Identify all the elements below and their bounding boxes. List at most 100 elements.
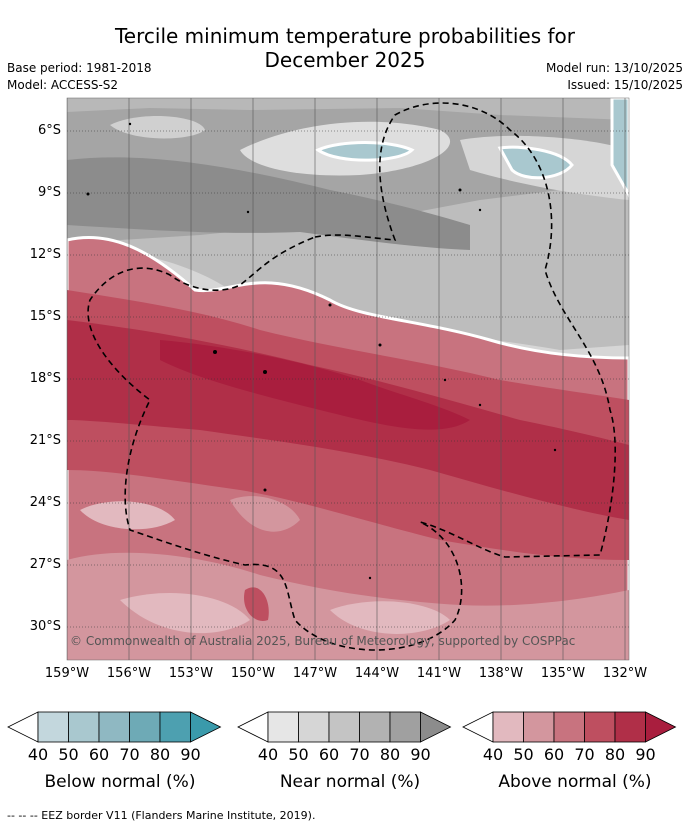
legend-tick: 90 xyxy=(410,745,431,764)
title-line-1: Tercile minimum temperature probabilitie… xyxy=(114,24,576,48)
legend-swatch xyxy=(37,711,69,743)
lon-label: 144°W xyxy=(354,666,400,681)
meta-right: Model run: 13/10/2025 Issued: 15/10/2025 xyxy=(546,60,683,94)
map-frame xyxy=(66,97,630,661)
legend-arrow-high xyxy=(420,711,452,743)
legends xyxy=(7,711,677,743)
legend-swatch xyxy=(553,711,585,743)
island xyxy=(263,370,267,374)
island xyxy=(328,303,332,307)
legend-arrow-high xyxy=(190,711,222,743)
legend-swatch xyxy=(328,711,360,743)
legend-tick: 80 xyxy=(149,745,171,764)
lon-label: 147°W xyxy=(292,666,338,681)
lon-label: 153°W xyxy=(168,666,214,681)
lon-label: 132°W xyxy=(602,666,648,681)
legend-tick: 60 xyxy=(318,745,340,764)
island xyxy=(458,188,462,192)
legend-swatch xyxy=(159,711,191,743)
legend-tick: 60 xyxy=(88,745,110,764)
lat-label: 9°S xyxy=(37,185,61,200)
lat-label: 18°S xyxy=(29,371,61,386)
legend-tick: 50 xyxy=(513,745,534,764)
island xyxy=(263,488,267,492)
field-near-dark xyxy=(67,157,470,250)
lon-label: 156°W xyxy=(106,666,152,681)
copyright-notice: © Commonwealth of Australia 2025, Bureau… xyxy=(70,634,576,648)
lat-label: 15°S xyxy=(29,309,61,324)
legend-tick: 40 xyxy=(482,745,504,764)
model-name: Model: ACCESS-S2 xyxy=(7,78,119,92)
legend-tick: 50 xyxy=(58,745,79,764)
field-above-palest-1 xyxy=(80,501,175,530)
lon-label: 135°W xyxy=(540,666,586,681)
legend-swatch xyxy=(359,711,391,743)
legend-title: Below normal (%) xyxy=(44,772,196,792)
island xyxy=(368,576,372,580)
legend-swatch xyxy=(614,711,646,743)
field-above-palest-2 xyxy=(120,592,250,634)
legend-swatch xyxy=(68,711,100,743)
legend-tick: 40 xyxy=(27,745,49,764)
island xyxy=(246,210,250,214)
legend-tick: 80 xyxy=(379,745,401,764)
legend-arrow-low xyxy=(462,711,494,743)
legend-title: Near normal (%) xyxy=(279,772,421,792)
eez-border-french-polynesia xyxy=(87,102,616,651)
legend-tick: 40 xyxy=(257,745,279,764)
legend-swatch xyxy=(98,711,130,743)
model-run: Model run: 13/10/2025 xyxy=(545,61,683,75)
legend-tick: 50 xyxy=(288,745,309,764)
lon-label: 138°W xyxy=(478,666,524,681)
legend-arrow-high xyxy=(645,711,677,743)
legend-tick: 70 xyxy=(349,745,370,764)
island xyxy=(478,208,482,212)
legend-swatch xyxy=(523,711,555,743)
legend-arrow-low xyxy=(237,711,269,743)
lon-label: 150°W xyxy=(230,666,276,681)
legend-swatch xyxy=(389,711,421,743)
legend-tick: 90 xyxy=(180,745,201,764)
legend-swatch xyxy=(492,711,524,743)
island xyxy=(553,448,557,452)
island xyxy=(86,192,90,196)
island xyxy=(478,403,482,407)
map-title: Tercile minimum temperature probabilitie… xyxy=(0,24,690,72)
lon-label: 141°W xyxy=(416,666,462,681)
base-period: Base period: 1981-2018 xyxy=(7,61,152,75)
lat-label: 27°S xyxy=(29,557,61,572)
legend-arrow-low xyxy=(7,711,39,743)
lat-label: 6°S xyxy=(37,123,61,138)
meta-left: Base period: 1981-2018 Model: ACCESS-S2 xyxy=(7,60,152,94)
lon-label: 159°W xyxy=(44,666,90,681)
field-near-light-top xyxy=(67,98,629,120)
eez-footnote: -- -- -- EEZ border V11 (Flanders Marine… xyxy=(7,809,316,822)
island xyxy=(128,122,132,126)
island xyxy=(213,350,217,354)
title-line-2: December 2025 xyxy=(264,48,426,72)
field-near-pale-3 xyxy=(110,115,205,139)
map-plot-area xyxy=(67,98,629,660)
field-above-palest-3 xyxy=(330,601,450,634)
grid-lines xyxy=(67,98,629,660)
legend-swatch xyxy=(298,711,330,743)
island xyxy=(378,343,382,347)
legend-swatch xyxy=(129,711,161,743)
legend-title: Above normal (%) xyxy=(498,772,652,792)
legend-swatch xyxy=(584,711,616,743)
field-below-1 xyxy=(314,141,415,162)
legend-tick: 60 xyxy=(543,745,565,764)
islands xyxy=(86,122,557,580)
legend-tick: 90 xyxy=(635,745,656,764)
lat-label: 24°S xyxy=(29,495,61,510)
field-above-dark-patch xyxy=(244,587,269,621)
field-below-2 xyxy=(497,145,574,180)
lat-label: 21°S xyxy=(29,433,61,448)
issued-date: Issued: 15/10/2025 xyxy=(567,78,683,92)
lat-label: 12°S xyxy=(29,247,61,262)
legend-tick: 70 xyxy=(119,745,140,764)
legend-tick: 80 xyxy=(604,745,626,764)
legend-tick: 70 xyxy=(574,745,595,764)
field-above-palest-4 xyxy=(230,496,300,532)
